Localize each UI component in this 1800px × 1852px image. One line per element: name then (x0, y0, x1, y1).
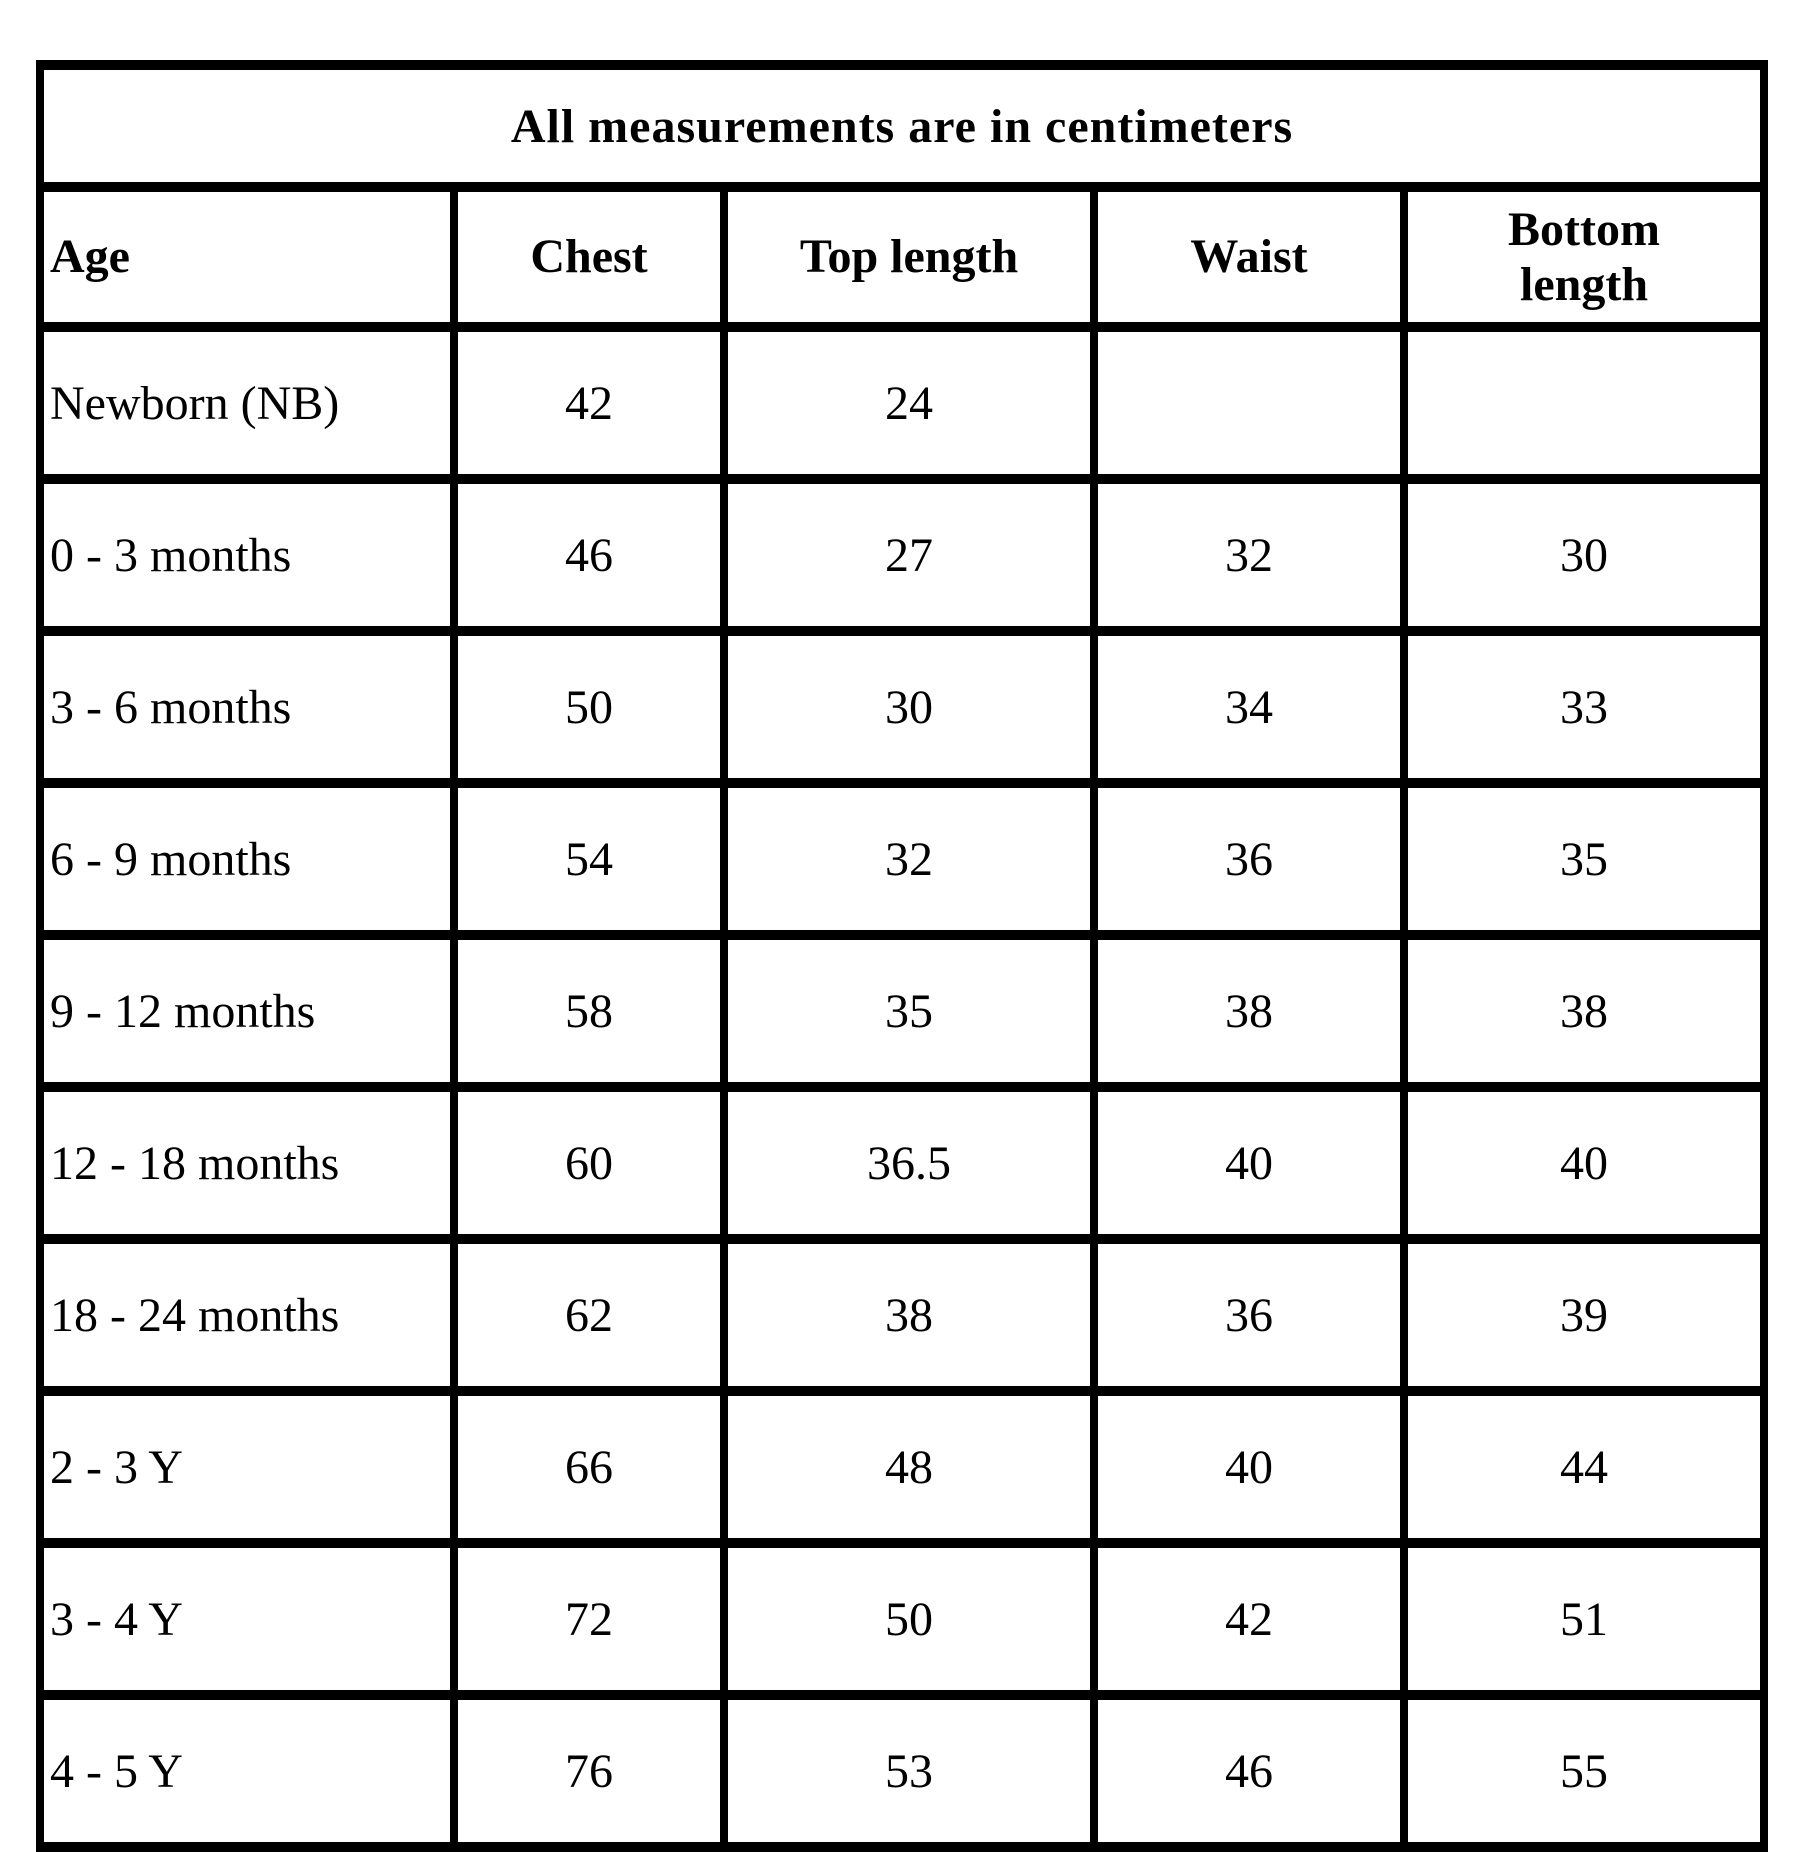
measurement-cell: 46 (1090, 1690, 1408, 1852)
measurement-cell: 42 (450, 322, 728, 484)
age-cell: 6 - 9 months (36, 778, 458, 940)
measurement-cell: 36 (1090, 1234, 1408, 1396)
measurement-cell: 30 (720, 626, 1098, 788)
measurement-cell: 33 (1399, 626, 1769, 788)
table-row: 3 - 4 Y 72 50 42 51 (36, 1538, 1769, 1700)
measurement-cell: 54 (450, 778, 728, 940)
measurement-cell: 36 (1090, 778, 1408, 940)
age-cell: 3 - 4 Y (36, 1538, 458, 1700)
measurement-cell: 44 (1399, 1386, 1769, 1548)
measurement-cell: 55 (1399, 1690, 1769, 1852)
measurement-cell: 48 (720, 1386, 1098, 1548)
measurement-cell: 58 (450, 930, 728, 1092)
table-title-row: All measurements are in centimeters (35, 60, 1769, 192)
measurement-cell: 40 (1399, 1082, 1769, 1244)
age-cell: 2 - 3 Y (36, 1386, 458, 1548)
measurement-cell: 42 (1090, 1538, 1408, 1700)
age-cell: 0 - 3 months (36, 474, 458, 636)
measurement-cell (1399, 322, 1769, 484)
table-row: 18 - 24 months 62 38 36 39 (36, 1234, 1769, 1396)
measurement-cell: 36.5 (720, 1082, 1098, 1244)
column-header-chest: Chest (450, 182, 728, 332)
measurement-cell: 35 (720, 930, 1098, 1092)
measurement-cell: 51 (1399, 1538, 1769, 1700)
measurement-cell: 66 (450, 1386, 728, 1548)
table-row: 3 - 6 months 50 30 34 33 (36, 626, 1769, 788)
table-row: 12 - 18 months 60 36.5 40 40 (36, 1082, 1769, 1244)
age-cell: 12 - 18 months (36, 1082, 458, 1244)
measurement-cell: 53 (720, 1690, 1098, 1852)
measurement-cell: 50 (450, 626, 728, 788)
measurement-cell: 38 (1399, 930, 1769, 1092)
column-header-top-length: Top length (720, 182, 1098, 332)
measurement-cell: 40 (1090, 1386, 1408, 1548)
measurement-cell: 72 (450, 1538, 728, 1700)
age-cell: 4 - 5 Y (36, 1690, 458, 1852)
measurement-cell: 34 (1090, 626, 1408, 788)
table-row: 2 - 3 Y 66 48 40 44 (36, 1386, 1769, 1548)
measurement-cell: 32 (720, 778, 1098, 940)
age-cell: Newborn (NB) (36, 322, 458, 484)
table-body: Newborn (NB) 42 24 0 - 3 months 46 27 32 30 3 - … (36, 322, 1769, 1852)
age-cell: 18 - 24 months (36, 1234, 458, 1396)
measurement-cell: 60 (450, 1082, 728, 1244)
measurement-cell: 39 (1399, 1234, 1769, 1396)
measurement-cell: 30 (1399, 474, 1769, 636)
measurement-cell: 27 (720, 474, 1098, 636)
measurement-cell: 50 (720, 1538, 1098, 1700)
measurement-cell: 40 (1090, 1082, 1408, 1244)
column-header-age: Age (36, 182, 458, 332)
measurement-cell: 62 (450, 1234, 728, 1396)
column-header-bottom-length: Bottom length (1399, 182, 1769, 332)
measurement-cell: 76 (450, 1690, 728, 1852)
measurement-cell: 32 (1090, 474, 1408, 636)
measurement-cell: 46 (450, 474, 728, 636)
table-header-row: Age Chest Top length Waist Bottom length (36, 182, 1769, 332)
table-row: 4 - 5 Y 76 53 46 55 (36, 1690, 1769, 1852)
measurement-cell: 38 (720, 1234, 1098, 1396)
measurement-cell: 35 (1399, 778, 1769, 940)
column-header-waist: Waist (1090, 182, 1408, 332)
table-title: All measurements are in centimeters (35, 60, 1769, 192)
table-row: 0 - 3 months 46 27 32 30 (36, 474, 1769, 636)
measurement-cell: 38 (1090, 930, 1408, 1092)
table-row: 9 - 12 months 58 35 38 38 (36, 930, 1769, 1092)
age-cell: 3 - 6 months (36, 626, 458, 788)
table-row: Newborn (NB) 42 24 (36, 322, 1769, 484)
age-cell: 9 - 12 months (36, 930, 458, 1092)
measurement-cell (1090, 322, 1408, 484)
size-chart-table: All measurements are in centimeters Age … (35, 60, 1769, 1852)
measurement-cell: 24 (720, 322, 1098, 484)
table-row: 6 - 9 months 54 32 36 35 (36, 778, 1769, 940)
